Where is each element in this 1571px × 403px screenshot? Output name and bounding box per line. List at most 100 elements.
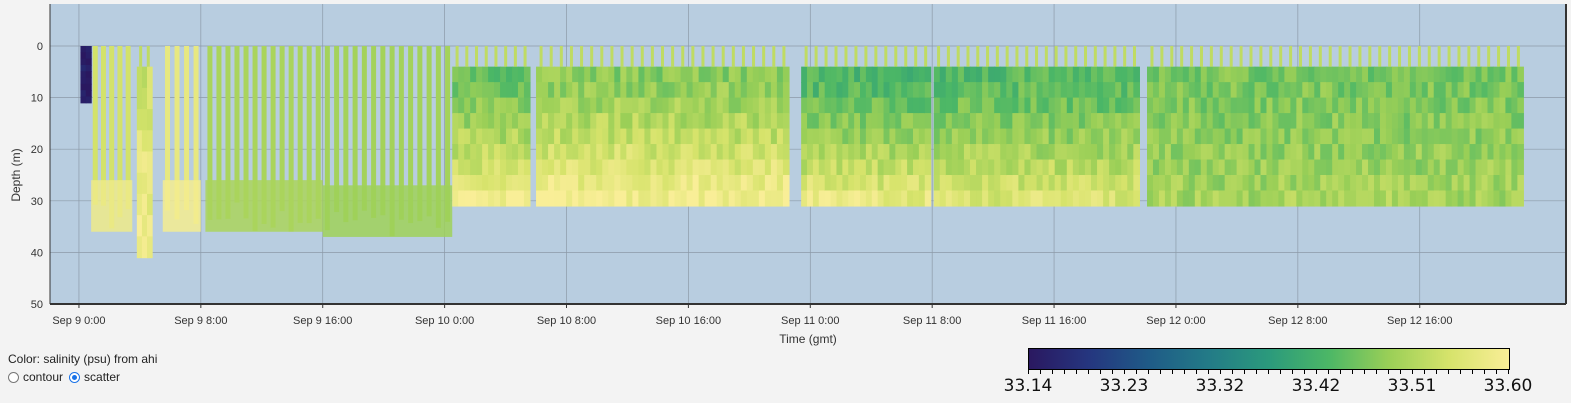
data-point [1487,144,1495,161]
contour-radio[interactable] [8,371,19,383]
data-point [1487,159,1495,176]
data-point [1266,97,1274,114]
data-point [1012,66,1019,83]
data-point [1326,190,1333,207]
data-point [824,175,832,192]
data-point [614,144,621,161]
data-point [1469,82,1477,99]
surface-tick [782,46,786,67]
data-point [912,66,920,83]
data-point [1385,82,1393,99]
data-point [1320,144,1327,161]
data-point [1469,113,1477,130]
data-point [1487,82,1495,99]
data-point [147,193,153,216]
data-point [1290,190,1297,207]
data-point [818,82,826,99]
colorbar-minor-tick [1052,370,1053,374]
data-point [1018,144,1026,161]
data-point [1127,82,1134,99]
data-point [860,97,867,114]
data-point [1224,159,1232,176]
data-point [1439,82,1447,99]
data-point [1212,66,1220,83]
data-point [692,82,700,99]
data-point [901,159,908,176]
data-point [572,97,579,114]
data-point [1511,66,1518,83]
data-point [1242,128,1250,145]
data-point [626,97,633,114]
data-point [614,190,621,207]
data-point [452,97,459,114]
data-point [680,113,688,130]
data-point [801,66,808,83]
profile-bottom-band [322,185,453,237]
data-point [1109,190,1116,207]
data-point [686,113,694,130]
data-point [554,190,561,207]
data-point [572,128,579,145]
data-point [918,190,926,207]
data-point [680,128,688,145]
data-point [638,190,646,207]
data-point [1030,82,1038,99]
data-point [728,175,736,192]
data-point [632,97,640,114]
surface-tick [139,46,143,67]
data-point [656,128,664,145]
colorbar-label: 33.51 [1387,376,1437,396]
x-tick-label: Sep 12 16:00 [1387,315,1452,327]
surface-tick [523,46,527,67]
data-point [554,175,561,192]
data-point [982,190,989,207]
data-point [500,190,507,207]
data-point [1457,66,1465,83]
data-point [1302,159,1309,176]
data-point [988,159,995,176]
data-point [818,128,826,145]
data-point [578,66,585,83]
data-point [889,190,896,207]
data-point [1481,144,1489,161]
data-point [1475,128,1483,145]
data-point [1433,82,1441,99]
data-point [1254,97,1262,114]
profile-cast [306,46,312,224]
data-point [662,82,670,99]
data-point [572,175,579,192]
data-point [1517,113,1524,130]
surface-tick [894,46,898,67]
data-point [1475,190,1483,207]
data-point [1493,175,1501,192]
data-point [1236,175,1244,192]
data-point [1194,113,1202,130]
data-point [602,128,609,145]
data-point [1054,82,1062,99]
profile-cast [343,46,349,223]
data-point [644,159,652,176]
data-point [945,159,953,176]
data-point [566,128,573,145]
scatter-radio[interactable] [69,371,81,383]
data-point [734,128,742,145]
data-point [924,144,932,161]
data-point [638,82,646,99]
data-point [1278,190,1285,207]
scatter-radio-label[interactable]: scatter [84,370,121,384]
data-point [517,190,525,207]
data-point [1182,159,1190,176]
data-point [1206,66,1214,83]
data-point [686,190,694,207]
data-point [764,190,772,207]
data-point [764,175,772,192]
data-point [1152,97,1160,114]
data-point [1409,128,1417,145]
data-point [517,159,525,176]
data-point [554,144,561,161]
data-point [1391,159,1399,176]
data-point [644,144,652,161]
contour-radio-label[interactable]: contour [23,370,64,384]
data-point [1505,82,1512,99]
data-point [963,190,971,207]
